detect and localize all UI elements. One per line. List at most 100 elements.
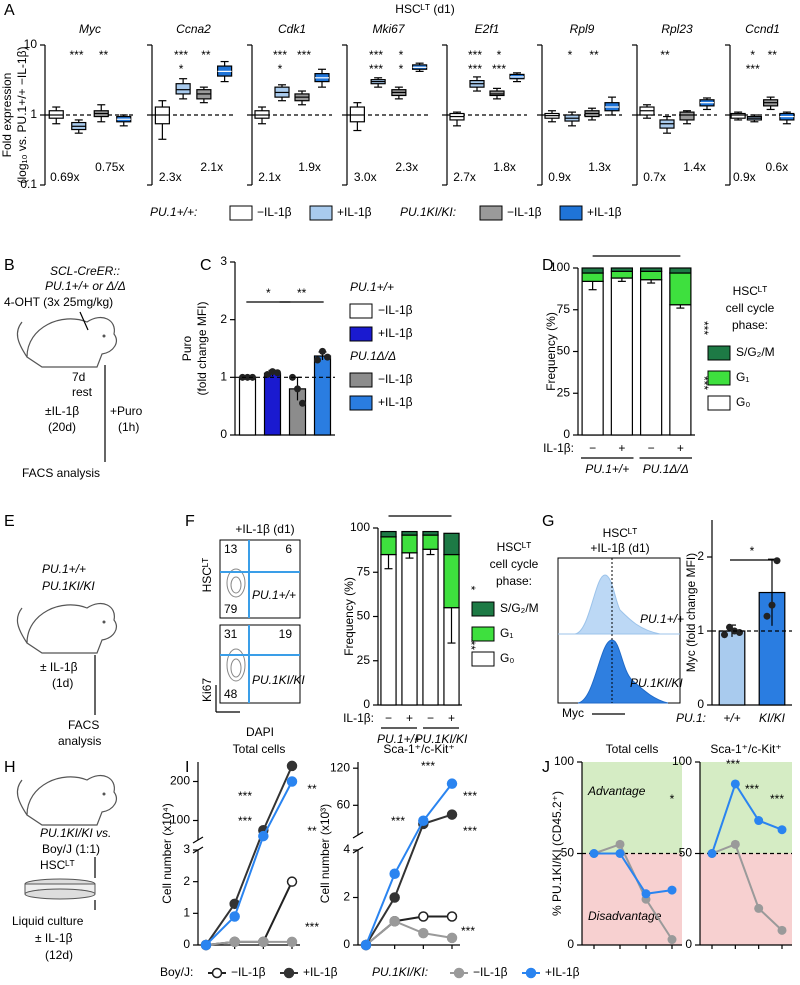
bar [718,630,746,706]
significance: *** [770,792,784,806]
box [730,112,746,119]
y-axis-label: Fold expression [0,73,14,158]
bar-segment [669,267,692,274]
plot-title: +IL-1β (d1) [235,522,294,536]
diagram-text: ± IL-1β [40,660,78,674]
y-tick-label: 50 [679,846,693,860]
legend-swatch [559,205,583,221]
genotype-label: PU.1KI/KI [630,676,683,690]
significance: *** [697,321,711,335]
legend-label: G₀ [500,651,514,665]
diagram-text: ±IL-1β [45,404,79,418]
panel-label: E [4,513,15,530]
data-point [615,849,625,858]
group-label: PU.1Δ/Δ [643,462,689,476]
chart-title: Sca-1⁺/c-Kit⁺ [383,742,454,756]
significance: *** [391,814,405,828]
diagram-text: ± IL-1β [35,931,73,945]
legend-swatch [349,326,373,342]
legend-title: phase: [496,574,532,588]
significance: *** [461,924,475,938]
legend-swatch [349,303,373,319]
legend-swatch [471,601,495,617]
data-point [730,839,740,849]
chart-title: Ccna2 [176,22,211,36]
y-axis-label: Frequency (%) [342,577,356,656]
diagram-b: SCL-CreER:: PU.1+/+ or Δ/Δ 4-OHT (3x 25m… [4,264,143,480]
chart-title: E2f1 [475,22,500,36]
y-tick-label: 1 [30,107,37,121]
data-point [446,778,458,789]
panel-label: I [185,759,189,776]
contour [230,658,242,678]
panel-label: G [542,513,554,530]
y-tick-label: 1 [697,623,704,637]
bar-segment [669,304,692,436]
significance: *** [369,62,383,76]
significance: ** [307,824,317,838]
y-tick-label: 100 [554,754,574,768]
region-advantage [582,762,682,854]
data-point [286,936,298,948]
data-point [667,935,677,945]
panel-label: F [185,513,195,530]
y-tick-label: 0 [567,937,574,951]
data-point [258,830,269,842]
diagram-text: +Puro [110,404,143,418]
quadrant-value: 48 [224,687,238,701]
bar [238,376,257,436]
chart-title: Cdk1 [278,22,306,36]
significance: * [179,62,184,76]
diagram-text: rest [72,385,93,399]
legend-swatch [707,370,731,386]
legend-label: +IL-1β [378,326,413,340]
significance: * [464,586,478,591]
data-point [229,911,240,922]
axis-label: DAPI [246,725,274,739]
data-point [721,631,728,639]
data-point [615,839,625,849]
legend-title: PU.1+/+: [150,205,197,219]
fold-change: 1.9x [298,160,321,174]
x-tick-label: + [677,441,684,455]
mouse-icon [16,602,117,654]
bar-segment [380,553,397,706]
chart-title: Ccnd1 [745,22,780,36]
data-point [777,925,787,935]
data-point [319,347,326,355]
fold-change: 0.7x [643,170,666,184]
quadrant-value: 79 [224,602,238,616]
y-tick-label: 0 [563,427,570,441]
y-tick-label: 2 [220,312,227,326]
data-point [736,628,743,636]
y-axis-label: Frequency (%) [544,312,558,391]
diagram-text: PU.1KI/KI [42,579,95,593]
significance: * [399,48,404,62]
legend-swatch [229,205,253,221]
quadrant-value: 19 [279,627,293,641]
significance: *** [468,48,482,62]
significance: *** [305,920,319,934]
data-point [274,369,281,377]
significance: *** [238,789,252,803]
legend-label: −IL-1β [507,205,542,219]
data-point [763,612,771,620]
fold-change: 3.0x [354,170,377,184]
panel-label: D [542,257,554,274]
diagram-h: PU.1KI/KI vs. Boy/J (1:1) HSCᴸᵀ Liquid c… [12,774,117,962]
bar-segment [422,530,439,536]
significance: ** [768,48,778,62]
data-point [258,936,269,948]
significance: *** [726,757,740,771]
significance: *** [697,376,711,390]
bar-segment [610,277,634,436]
diagram-text: analysis [58,734,101,748]
genotype-label: PU.1KI/KI [252,673,305,687]
legend-label: −IL-1β [257,205,292,219]
data-point [360,939,372,951]
bar-segment [581,267,604,274]
contour [226,568,246,598]
contour [226,648,246,682]
diagram-text: 4-OHT (3x 25mg/kg) [4,295,113,309]
diagram-text: FACS [68,718,99,732]
